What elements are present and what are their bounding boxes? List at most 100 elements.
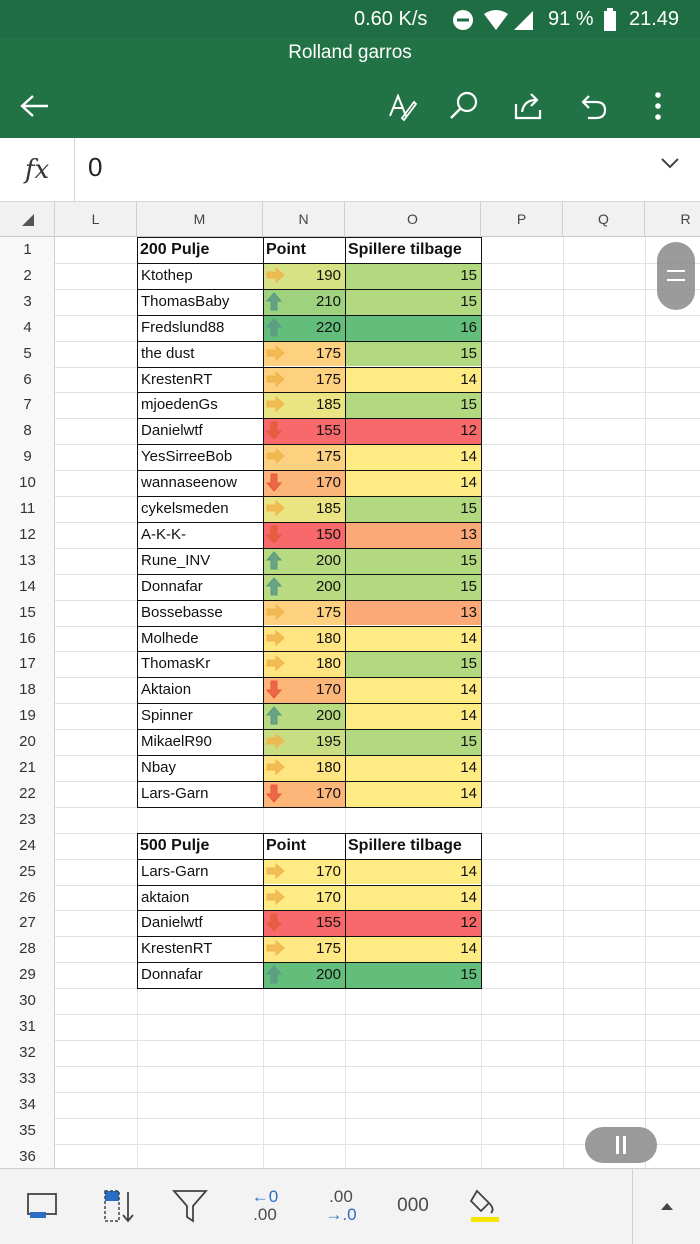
row-header[interactable]: 33: [19, 1069, 36, 1087]
fill-color-button[interactable]: [460, 1183, 510, 1229]
row-header[interactable]: 24: [19, 836, 36, 854]
players-left-cell[interactable]: 13: [345, 599, 481, 626]
table-header-name[interactable]: 500 Pulje: [140, 836, 210, 854]
player-name-cell[interactable]: Donnafar: [137, 573, 263, 600]
players-left-cell[interactable]: 14: [345, 936, 481, 963]
row-header[interactable]: 27: [19, 914, 36, 932]
player-name-cell[interactable]: Rune_INV: [137, 547, 263, 574]
players-left-cell[interactable]: 15: [345, 262, 481, 289]
players-left-cell[interactable]: 15: [345, 340, 481, 367]
player-name-cell[interactable]: Spinner: [137, 703, 263, 730]
row-header[interactable]: 23: [19, 810, 36, 828]
column-header[interactable]: M: [137, 202, 263, 237]
point-cell[interactable]: 170: [263, 470, 345, 496]
point-cell[interactable]: 170: [263, 677, 345, 704]
player-name-cell[interactable]: Aktaion: [137, 677, 263, 704]
row-header[interactable]: 4: [23, 318, 32, 336]
point-cell[interactable]: 175: [263, 444, 345, 471]
player-name-cell[interactable]: YesSirreeBob: [137, 444, 263, 471]
players-left-cell[interactable]: 15: [345, 651, 481, 678]
sort-button[interactable]: [92, 1183, 142, 1229]
point-cell[interactable]: 170: [263, 780, 345, 807]
point-cell[interactable]: 175: [263, 599, 345, 626]
row-header[interactable]: 25: [19, 862, 36, 880]
point-cell[interactable]: 180: [263, 625, 345, 652]
row-header[interactable]: 22: [19, 784, 36, 802]
decrease-decimal-button[interactable]: ←0.00: [240, 1183, 290, 1229]
row-header[interactable]: 36: [19, 1147, 36, 1165]
increase-decimal-button[interactable]: .00 →.0: [316, 1183, 366, 1229]
player-name-cell[interactable]: Molhede: [137, 625, 263, 652]
player-name-cell[interactable]: Donnafar: [137, 962, 263, 989]
row-header[interactable]: 26: [19, 888, 36, 906]
row-header[interactable]: 15: [19, 603, 36, 621]
players-left-cell[interactable]: 15: [345, 392, 481, 419]
point-cell[interactable]: 175: [263, 340, 345, 367]
player-name-cell[interactable]: KrestenRT: [137, 366, 263, 393]
vertical-scroll-handle[interactable]: [657, 242, 695, 310]
point-cell[interactable]: 200: [263, 703, 345, 730]
player-name-cell[interactable]: KrestenRT: [137, 936, 263, 963]
point-cell[interactable]: 185: [263, 392, 345, 419]
borders-button[interactable]: [18, 1183, 68, 1229]
row-header[interactable]: 17: [19, 655, 36, 673]
row-header[interactable]: 29: [19, 966, 36, 984]
row-header[interactable]: 34: [19, 1095, 36, 1113]
point-cell[interactable]: 195: [263, 729, 345, 755]
row-header[interactable]: 20: [19, 733, 36, 751]
select-all-corner[interactable]: [0, 202, 55, 237]
formula-input[interactable]: 0: [88, 152, 103, 182]
row-header[interactable]: 2: [23, 266, 32, 284]
row-header[interactable]: 31: [19, 1018, 36, 1035]
point-cell[interactable]: 180: [263, 755, 345, 781]
player-name-cell[interactable]: MikaelR90: [137, 729, 263, 755]
chevron-down-icon[interactable]: [660, 156, 680, 170]
point-cell[interactable]: 175: [263, 366, 345, 393]
players-left-cell[interactable]: 14: [345, 703, 481, 730]
row-header[interactable]: 5: [23, 344, 32, 362]
row-header[interactable]: 6: [23, 370, 32, 388]
players-left-cell[interactable]: 15: [345, 573, 481, 600]
player-name-cell[interactable]: Lars-Garn: [137, 780, 263, 807]
table-header-point[interactable]: Point: [266, 241, 306, 258]
point-cell[interactable]: 200: [263, 547, 345, 574]
point-cell[interactable]: 190: [263, 262, 345, 289]
column-header[interactable]: N: [263, 202, 345, 237]
point-cell[interactable]: 210: [263, 288, 345, 315]
column-header[interactable]: O: [345, 202, 481, 237]
search-button[interactable]: [444, 86, 484, 126]
players-left-cell[interactable]: 15: [345, 962, 481, 989]
players-left-cell[interactable]: 14: [345, 625, 481, 652]
table-header-name[interactable]: 200 Pulje: [140, 241, 210, 258]
point-cell[interactable]: 170: [263, 884, 345, 911]
row-header[interactable]: 1: [23, 241, 32, 258]
back-button[interactable]: [15, 86, 55, 126]
row-header[interactable]: 28: [19, 940, 36, 958]
player-name-cell[interactable]: mjoedenGs: [137, 392, 263, 419]
point-cell[interactable]: 155: [263, 910, 345, 937]
row-header[interactable]: 16: [19, 629, 36, 647]
players-left-cell[interactable]: 15: [345, 496, 481, 522]
share-button[interactable]: [508, 86, 548, 126]
row-header[interactable]: 35: [19, 1121, 36, 1139]
player-name-cell[interactable]: Fredslund88: [137, 314, 263, 341]
column-header[interactable]: R: [645, 202, 700, 237]
player-name-cell[interactable]: Bossebasse: [137, 599, 263, 626]
player-name-cell[interactable]: Lars-Garn: [137, 858, 263, 885]
players-left-cell[interactable]: 14: [345, 755, 481, 781]
row-header[interactable]: 9: [23, 448, 32, 466]
players-left-cell[interactable]: 15: [345, 547, 481, 574]
player-name-cell[interactable]: Ktothep: [137, 262, 263, 289]
point-cell[interactable]: 155: [263, 418, 345, 445]
row-header[interactable]: 10: [19, 474, 36, 492]
player-name-cell[interactable]: Danielwtf: [137, 418, 263, 445]
point-cell[interactable]: 150: [263, 521, 345, 548]
players-left-cell[interactable]: 14: [345, 444, 481, 471]
row-header[interactable]: 21: [19, 759, 36, 776]
point-cell[interactable]: 180: [263, 651, 345, 678]
players-left-cell[interactable]: 12: [345, 910, 481, 937]
player-name-cell[interactable]: Danielwtf: [137, 910, 263, 937]
table-header-players[interactable]: Spillere tilbage: [348, 836, 462, 854]
point-cell[interactable]: 220: [263, 314, 345, 341]
players-left-cell[interactable]: 16: [345, 314, 481, 341]
